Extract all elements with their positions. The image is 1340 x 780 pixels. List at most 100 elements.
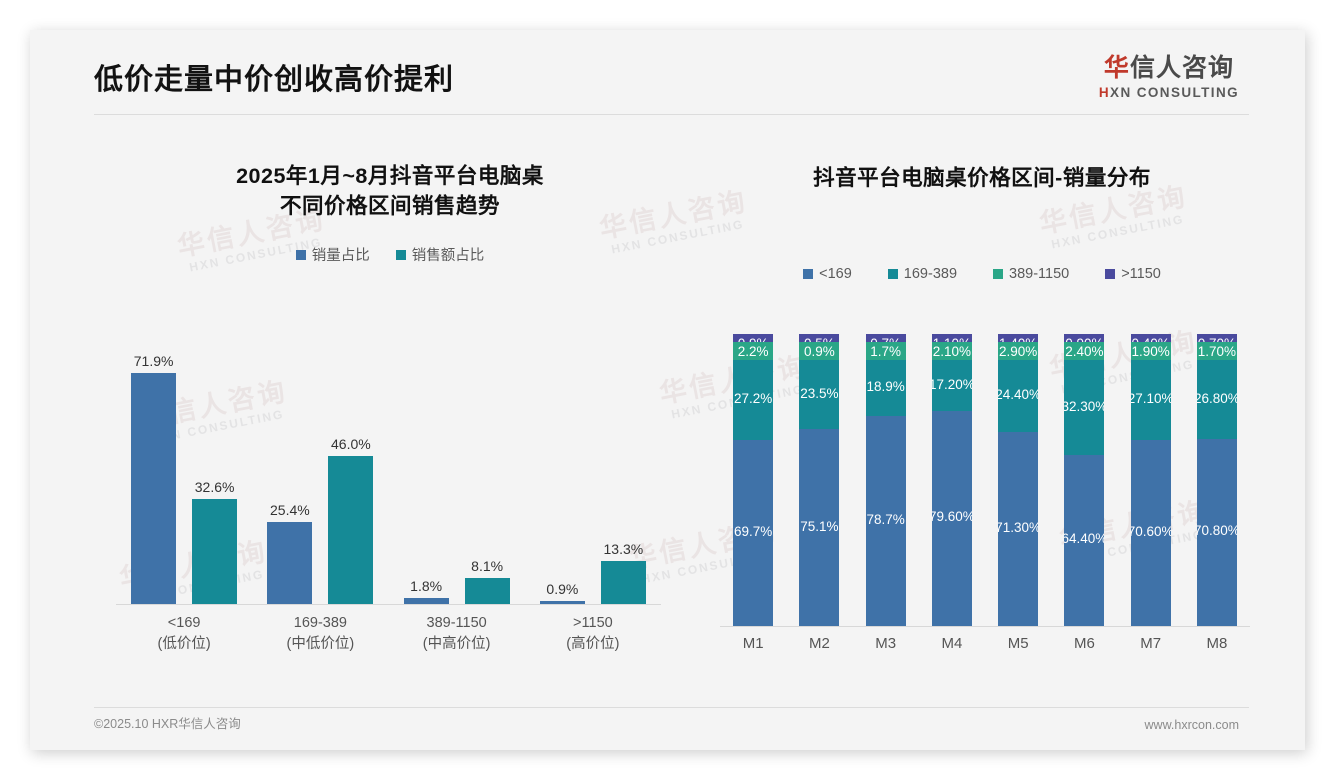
segment-low: 70.60% xyxy=(1130,439,1171,626)
segment-value-label: 0.7% xyxy=(870,336,901,342)
segment-midlow: 24.40% xyxy=(998,360,1039,432)
left-chart-title-line2: 不同价格区间销售趋势 xyxy=(279,193,500,218)
left-chart-legend: 销量占比 销售额占比 xyxy=(90,244,690,265)
bar-value-label: 46.0% xyxy=(331,436,371,452)
footer-website[interactable]: www.hxrcon.com xyxy=(1144,718,1239,732)
right-chart-x-axis xyxy=(720,626,1250,627)
segment-midhigh: 1.70% xyxy=(1196,341,1237,361)
legend-label-revenue: 销售额占比 xyxy=(411,248,485,265)
legend-item-revenue[interactable]: 销售额占比 xyxy=(395,244,485,265)
logo-cn-first: 华 xyxy=(1103,54,1130,82)
segment-low: 69.7% xyxy=(733,439,774,626)
segment-value-label: 0.9% xyxy=(803,343,835,359)
segment-value-label: 0.5% xyxy=(804,336,835,342)
stacked-bar-m3[interactable]: 0.7% 1.7% 18.9% 78.7% xyxy=(865,334,906,626)
stacked-bar-group: 0.40% 1.90% 27.10% 70.60% xyxy=(1118,334,1184,626)
stacked-bar-m2[interactable]: 0.5% 0.9% 23.5% 75.1% xyxy=(799,334,840,626)
legend-label-midhigh: 389-1150 xyxy=(1009,265,1070,282)
segment-low: 64.40% xyxy=(1064,454,1105,626)
left-chart-title: 2025年1月~8月抖音平台电脑桌 不同价格区间销售趋势 xyxy=(90,162,690,221)
stacked-bar-m6[interactable]: 0.90% 2.40% 32.30% 64.40% xyxy=(1064,334,1105,626)
segment-high: 0.70% xyxy=(1196,334,1237,342)
legend-item-high[interactable]: >1150 xyxy=(1105,266,1161,282)
bar-rect xyxy=(403,598,449,604)
bar-rect xyxy=(539,601,585,604)
segment-value-label: 70.80% xyxy=(1196,523,1237,539)
legend-item-midlow[interactable]: 169-389 xyxy=(887,266,957,282)
bar-value-label: 25.4% xyxy=(270,502,310,518)
x-tick-label-3: >1150 (高价位) xyxy=(525,605,661,661)
segment-value-label: 17.20% xyxy=(931,376,972,392)
bar-group: 25.4% 46.0% xyxy=(252,315,388,604)
legend-item-midhigh[interactable]: 389-1150 xyxy=(993,266,1069,282)
bar-revenue-1[interactable]: 46.0% xyxy=(328,315,374,604)
segment-value-label: 1.90% xyxy=(1131,343,1170,359)
segment-midhigh: 1.7% xyxy=(865,341,906,361)
legend-item-volume[interactable]: 销量占比 xyxy=(295,244,370,265)
segment-value-label: 69.7% xyxy=(733,523,773,539)
segment-midlow: 26.80% xyxy=(1196,360,1237,439)
logo-english-text: HXN CONSULTING xyxy=(1099,86,1239,100)
segment-midhigh: 2.10% xyxy=(931,341,972,361)
bar-value-label: 1.8% xyxy=(410,578,443,594)
x-tick-label-m1: M1 xyxy=(742,635,764,652)
left-chart-plot-area: 71.9% 32.6% 25.4% 46.0% xyxy=(116,316,661,661)
legend-item-low[interactable]: <169 xyxy=(803,266,852,282)
bar-value-label: 13.3% xyxy=(603,541,644,557)
segment-value-label: 0.40% xyxy=(1131,336,1169,342)
bar-group: 71.9% 32.6% xyxy=(116,315,252,604)
stacked-bar-m1[interactable]: 0.9% 2.2% 27.2% 69.7% xyxy=(733,334,774,626)
segment-value-label: 23.5% xyxy=(800,385,839,401)
x-tick-range: >1150 xyxy=(573,615,613,631)
x-tick-label-2: 389-1150 (中高价位) xyxy=(389,605,525,661)
segment-high: 1.10% xyxy=(931,334,972,342)
left-chart-x-axis xyxy=(116,604,661,605)
segment-midlow: 27.10% xyxy=(1130,360,1171,440)
bar-value-label: 32.6% xyxy=(194,479,235,495)
segment-value-label: 24.40% xyxy=(998,387,1038,403)
x-tick-label-m6: M6 xyxy=(1073,635,1095,652)
segment-midlow: 18.9% xyxy=(865,360,906,416)
right-chart-bars: 0.9% 2.2% 27.2% 69.7% 0.5% 0.9% 23.5% 75… xyxy=(720,334,1250,626)
bar-volume-1[interactable]: 25.4% xyxy=(267,315,313,604)
segment-midhigh: 0.9% xyxy=(799,341,840,361)
segment-value-label: 2.10% xyxy=(932,343,972,359)
bar-revenue-0[interactable]: 32.6% xyxy=(192,315,238,604)
segment-value-label: 2.40% xyxy=(1065,343,1104,359)
segment-high: 0.9% xyxy=(733,334,774,342)
logo-en-first: H xyxy=(1098,85,1111,100)
segment-value-label: 0.9% xyxy=(738,336,769,342)
stacked-bar-m5[interactable]: 1.40% 2.90% 24.40% 71.30% xyxy=(998,334,1039,626)
bar-group: 1.8% 8.1% xyxy=(389,315,525,604)
bar-revenue-2[interactable]: 8.1% xyxy=(464,315,510,604)
right-chart-legend: <169 169-389 389-1150 >1150 xyxy=(702,266,1262,282)
x-tick-range: 389-1150 xyxy=(426,615,487,631)
bar-volume-0[interactable]: 71.9% xyxy=(131,315,177,604)
x-tick-sub: (中低价位) xyxy=(286,636,355,653)
segment-value-label: 1.70% xyxy=(1197,343,1237,359)
stacked-bar-group: 1.10% 2.10% 17.20% 79.60% xyxy=(919,334,985,626)
segment-low: 79.60% xyxy=(931,410,972,626)
stacked-bar-m4[interactable]: 1.10% 2.10% 17.20% 79.60% xyxy=(931,334,972,626)
segment-value-label: 79.60% xyxy=(931,509,972,525)
segment-midhigh: 1.90% xyxy=(1130,341,1171,361)
segment-value-label: 75.1% xyxy=(800,518,839,534)
stacked-bar-m7[interactable]: 0.40% 1.90% 27.10% 70.60% xyxy=(1130,334,1171,626)
right-chart-x-labels: M1 M2 M3 M4 M5 M6 M7 M8 xyxy=(720,627,1250,661)
left-chart-x-labels: <169 (低价位) 169-389 (中低价位) 389-1150 (中高价位… xyxy=(116,605,661,661)
segment-midlow: 17.20% xyxy=(931,360,972,411)
bar-rect xyxy=(464,578,510,604)
x-tick-label-m2: M2 xyxy=(808,635,830,652)
x-tick-sub: (低价位) xyxy=(157,636,211,653)
slide-card: 华信人咨询 HXN CONSULTING 华信人咨询 HXN CONSULTIN… xyxy=(30,30,1305,750)
bar-revenue-3[interactable]: 13.3% xyxy=(600,315,646,604)
bar-volume-3[interactable]: 0.9% xyxy=(539,315,585,604)
right-chart-title: 抖音平台电脑桌价格区间-销量分布 xyxy=(813,166,1151,190)
footer-copyright: ©2025.10 HXR华信人咨询 xyxy=(94,717,241,731)
logo-chinese-text: 华信人咨询 xyxy=(1099,56,1239,81)
logo-cn-rest: 信人咨询 xyxy=(1129,54,1234,82)
stacked-bar-m8[interactable]: 0.70% 1.70% 26.80% 70.80% xyxy=(1196,334,1237,626)
segment-value-label: 27.10% xyxy=(1130,391,1171,406)
bar-value-label: 71.9% xyxy=(133,353,174,369)
bar-volume-2[interactable]: 1.8% xyxy=(403,315,449,604)
